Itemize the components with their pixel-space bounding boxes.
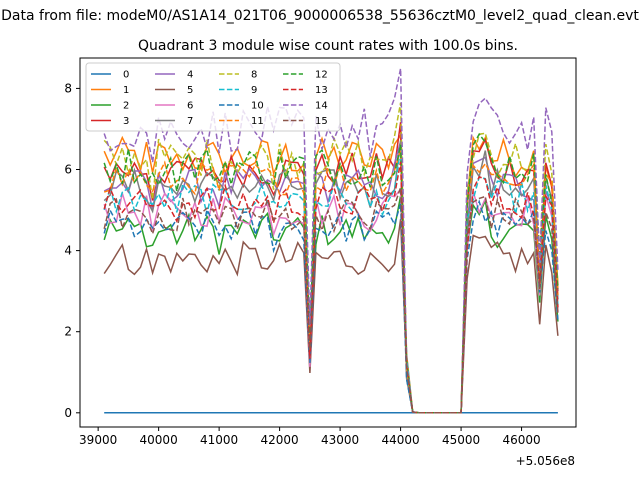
x-tick-label: 40000 xyxy=(140,433,178,447)
series-line-4 xyxy=(103,141,559,414)
legend-label-10: 10 xyxy=(251,101,264,112)
y-tick-label: 4 xyxy=(64,244,72,258)
legend-label-3: 3 xyxy=(123,116,129,127)
y-tick-label: 6 xyxy=(64,163,72,177)
x-offset-label: +5.056e8 xyxy=(516,454,575,468)
legend-label-12: 12 xyxy=(315,70,328,81)
legend-label-4: 4 xyxy=(187,70,193,81)
series-line-3 xyxy=(103,122,559,414)
plot-frame xyxy=(79,57,577,428)
x-tick-label: 43000 xyxy=(321,433,359,447)
x-tick-label: 45000 xyxy=(442,433,480,447)
legend-label-6: 6 xyxy=(187,101,193,112)
legend-frame xyxy=(85,62,341,132)
x-tick-label: 44000 xyxy=(381,433,419,447)
series-line-8 xyxy=(103,102,559,414)
series-line-12 xyxy=(103,132,559,414)
legend-label-15: 15 xyxy=(315,116,328,127)
chart-title: Quadrant 3 module wise count rates with … xyxy=(138,38,518,54)
x-tick-label: 46000 xyxy=(502,433,540,447)
series-line-11 xyxy=(103,150,559,414)
series-line-2 xyxy=(103,195,559,414)
x-tick-label: 39000 xyxy=(79,433,117,447)
legend-label-2: 2 xyxy=(123,101,129,112)
series-line-7 xyxy=(103,140,559,414)
series-layer xyxy=(103,68,559,414)
y-tick-label: 8 xyxy=(64,81,72,95)
legend-label-9: 9 xyxy=(251,85,257,96)
series-line-5 xyxy=(103,219,559,414)
series-line-14 xyxy=(103,68,559,414)
legend-label-7: 7 xyxy=(187,116,193,127)
y-tick-label: 2 xyxy=(64,325,72,339)
series-line-15 xyxy=(103,187,559,414)
legend-label-13: 13 xyxy=(315,85,328,96)
legend-label-8: 8 xyxy=(251,70,257,81)
legend-label-14: 14 xyxy=(315,101,328,112)
x-tick-label: 42000 xyxy=(261,433,299,447)
legend-label-11: 11 xyxy=(251,116,264,127)
legend-label-1: 1 xyxy=(123,85,129,96)
legend-label-0: 0 xyxy=(123,70,129,81)
legend-label-5: 5 xyxy=(187,85,193,96)
series-line-10 xyxy=(103,199,559,414)
tick-layer: 39000 40000 41000 42000 43000 44000 45000 46000… xyxy=(64,81,540,447)
figure-suptitle: Data from file: modeM0/AS1A14_021T06_900… xyxy=(1,8,639,24)
x-tick-label: 41000 xyxy=(200,433,238,447)
y-tick-label: 0 xyxy=(64,406,72,420)
